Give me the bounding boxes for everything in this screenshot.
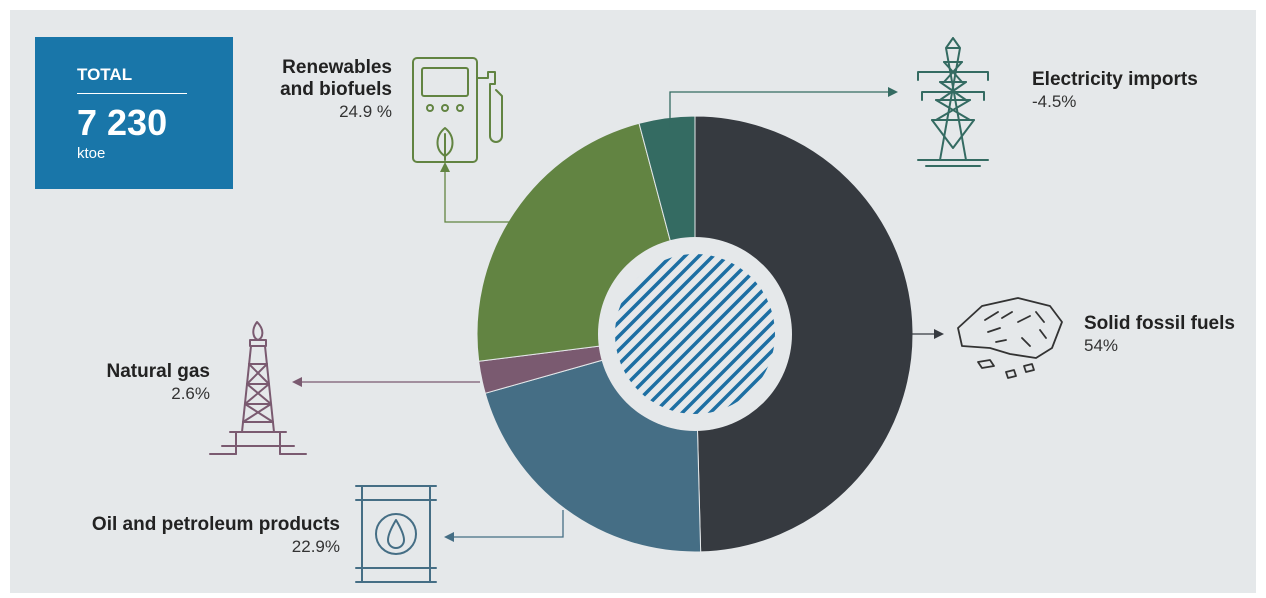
total-divider (77, 93, 187, 94)
label-oil: Oil and petroleum products 22.9% (30, 514, 340, 558)
label-solid: Solid fossil fuels 54% (1084, 313, 1235, 357)
label-renewables-name-1: Renewables (282, 57, 392, 78)
connector-electricity (669, 91, 890, 128)
label-electricity-name: Electricity imports (1032, 69, 1198, 90)
arrowhead-gas (292, 377, 302, 387)
oil-barrel-drop-icon (355, 485, 437, 583)
connector-oil (452, 510, 564, 538)
hatch-line (615, 254, 775, 414)
power-pylon-icon (917, 37, 989, 167)
slice-solid-fossil-fuels (694, 115, 914, 553)
label-gas-pct: 2.6% (171, 384, 210, 403)
oil-rig-flame-icon (209, 321, 307, 455)
hatch-pattern (615, 254, 775, 414)
label-electricity-pct: -4.5% (1032, 92, 1077, 111)
total-box: TOTAL 7 230 ktoe (35, 37, 233, 189)
label-solid-name: Solid fossil fuels (1084, 313, 1235, 334)
hatch-line (615, 254, 775, 414)
label-renewables: Renewables and biofuels 24.9 % (262, 57, 392, 123)
hatch-line (615, 254, 775, 414)
total-value: 7 230 (77, 102, 168, 143)
label-gas-name: Natural gas (106, 361, 210, 382)
label-gas: Natural gas 2.6% (80, 361, 210, 405)
arrowhead-electricity (888, 87, 898, 97)
connector-renewables (444, 170, 510, 223)
label-renewables-name-2: and biofuels (280, 79, 392, 100)
hatch-line (639, 254, 775, 414)
hatch-line (615, 254, 771, 414)
total-label: TOTAL (77, 65, 133, 84)
ev-charger-leaf-icon (412, 57, 503, 163)
label-electricity: Electricity imports -4.5% (1032, 69, 1198, 113)
hatch-line (625, 254, 775, 414)
hatch-line (615, 254, 743, 414)
hatch-line (615, 254, 775, 414)
label-oil-pct: 22.9% (291, 537, 340, 556)
label-solid-pct: 54% (1084, 336, 1119, 355)
total-unit: ktoe (77, 145, 106, 162)
hatch-line (615, 254, 757, 414)
arrowhead-oil (444, 532, 454, 542)
coal-icon (957, 297, 1063, 379)
donut-hole (598, 237, 792, 431)
label-oil-name: Oil and petroleum products (91, 514, 340, 535)
label-renewables-pct: 24.9 % (339, 102, 392, 121)
arrowhead-renewables (440, 162, 450, 172)
hatch-line (615, 254, 775, 414)
arrowhead-solid (934, 329, 944, 339)
hatch-line (615, 254, 775, 414)
